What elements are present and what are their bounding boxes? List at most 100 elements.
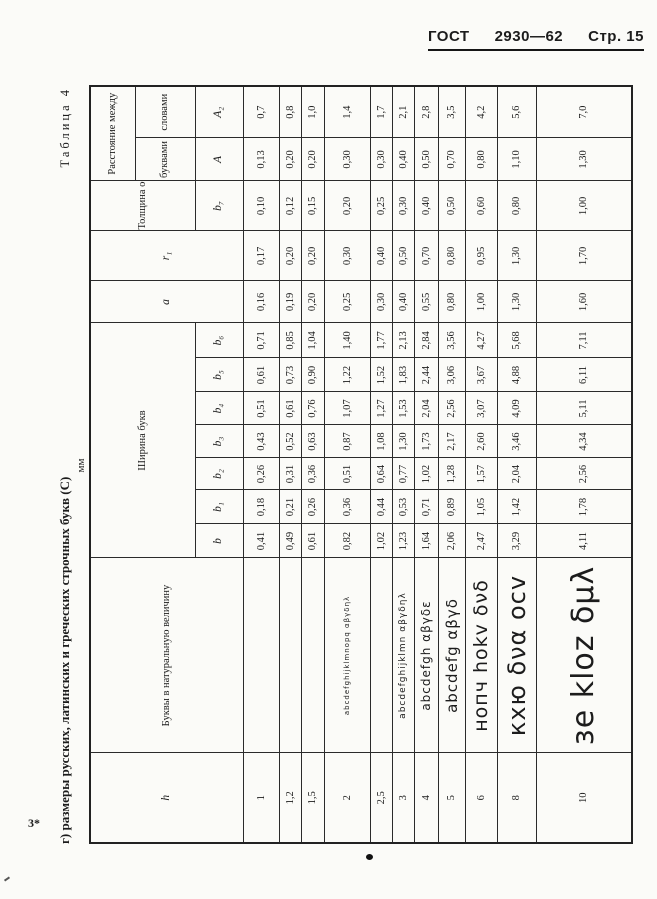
cell-value: 0,52: [279, 425, 301, 458]
cell-value: 0,40: [392, 280, 414, 323]
cell-value: 0,89: [438, 490, 465, 524]
cell-value: 3,56: [438, 322, 465, 358]
cell-value: 1,30: [497, 230, 536, 281]
cell-value: 0,8: [279, 85, 301, 138]
cell-value: 2,04: [414, 392, 438, 425]
cell-value: 0,71: [414, 490, 438, 524]
cell-value: 2,60: [465, 425, 497, 458]
cell-value: 0,17: [243, 230, 279, 281]
cell-value: 0,15: [301, 180, 324, 231]
cell-value: 1,78: [536, 490, 632, 524]
cell-value: 1,7: [370, 85, 392, 138]
cell-value: 0,80: [438, 280, 465, 323]
caption-row: г) размеры русских, латинских и гречески…: [57, 87, 73, 844]
cell-value: 1,07: [324, 392, 370, 425]
cell-value: 0,61: [243, 358, 279, 392]
cell-value: 2,8: [414, 85, 438, 138]
cell-value: 1,05: [465, 490, 497, 524]
cell-value: 2,84: [414, 322, 438, 358]
cell-value: 0,40: [414, 180, 438, 231]
cell-value: 0,25: [370, 180, 392, 231]
col-sub-b4: b₄: [195, 392, 243, 425]
cell-h: 1,5: [301, 753, 324, 843]
cell-value: 1,70: [536, 230, 632, 281]
cell-value: 1,30: [536, 137, 632, 181]
cell-value: 2,06: [438, 524, 465, 558]
cell-value: 3,06: [438, 358, 465, 392]
cell-value: 1,57: [465, 458, 497, 490]
cell-value: 0,53: [392, 490, 414, 524]
col-sub-b2: b₂: [195, 458, 243, 490]
cell-value: 3,67: [465, 358, 497, 392]
page-header: ГОСТ 2930—62 Стр. 15: [428, 28, 644, 51]
cell-value: 0,31: [279, 458, 301, 490]
cell-value: 0,30: [392, 180, 414, 231]
signature-mark: 3*: [28, 816, 40, 830]
cell-value: 0,76: [301, 392, 324, 425]
cell-value: 1,28: [438, 458, 465, 490]
cell-value: 1,42: [497, 490, 536, 524]
cell-value: 6,11: [536, 358, 632, 392]
cell-value: 0,40: [392, 137, 414, 181]
col-sub-A: A: [195, 137, 243, 181]
cell-value: 5,68: [497, 322, 536, 358]
col-sub-A2: A₂: [195, 85, 243, 138]
col-header-spacing-letters: буквами: [135, 137, 195, 181]
standard-number: 2930—62: [494, 28, 564, 45]
cell-h: 2,5: [370, 753, 392, 843]
cell-value: 1,53: [392, 392, 414, 425]
table-row: 1,5 0,61 0,26 0,36 0,63 0,76 0,90 1,04 0,20 0,20 0…: [301, 85, 324, 843]
cell-value: 0,70: [414, 230, 438, 281]
cell-letter-sample: abcdefghijklmn αβγδηλ: [392, 558, 414, 753]
col-group-thickness: Толщина обводки: [90, 180, 195, 231]
gost-label: ГОСТ: [428, 28, 470, 45]
cell-value: 0,30: [324, 137, 370, 181]
cell-value: 2,56: [536, 458, 632, 490]
table-row: 4 abcdefgh αβγδε 1,64 0,71 1,02 1,73 2,04 2,44 2…: [414, 85, 438, 843]
cell-value: 0,25: [324, 280, 370, 323]
cell-value: 4,11: [536, 524, 632, 558]
cell-value: 0,82: [324, 524, 370, 558]
col-header-letters: Буквы в натуральную величину: [90, 558, 243, 753]
cell-value: 0,21: [279, 490, 301, 524]
cell-value: 0,20: [279, 230, 301, 281]
cell-value: 0,20: [301, 137, 324, 181]
cell-value: 0,73: [279, 358, 301, 392]
cell-value: 1,64: [414, 524, 438, 558]
cell-h: 6: [465, 753, 497, 843]
col-header-a: a: [90, 280, 243, 323]
cell-value: 7,0: [536, 85, 632, 138]
cell-value: 0,10: [243, 180, 279, 231]
cell-value: 1,30: [497, 280, 536, 323]
rotated-table-area: г) размеры русских, латинских и гречески…: [57, 52, 647, 844]
cell-letter-sample: [301, 558, 324, 753]
cell-value: 3,29: [497, 524, 536, 558]
cell-value: 0,43: [243, 425, 279, 458]
cell-letter-sample: abcdefghijklmnopq αβγδηλ: [324, 558, 370, 753]
cell-value: 1,77: [370, 322, 392, 358]
cell-h: 4: [414, 753, 438, 843]
cell-value: 0,50: [438, 180, 465, 231]
cell-letter-sample: [370, 558, 392, 753]
table-number-label: Таблица 4: [58, 87, 72, 168]
cell-value: 0,26: [243, 458, 279, 490]
col-header-r1: r₁: [90, 230, 243, 281]
cell-value: 1,02: [370, 524, 392, 558]
cell-value: 0,51: [243, 392, 279, 425]
scan-artifact-mark: [3, 876, 11, 882]
col-sub-b7: b₇: [195, 180, 243, 231]
col-sub-b6: b₆: [195, 322, 243, 358]
cell-h: 1: [243, 753, 279, 843]
table-row: 3 abcdefghijklmn αβγδηλ 1,23 0,53 0,77 1,30 1,…: [392, 85, 414, 843]
table-row: 2,5 1,02 0,44 0,64 1,08 1,27 1,52 1,77 0,30 0,40 0…: [370, 85, 392, 843]
cell-value: 0,60: [465, 180, 497, 231]
cell-value: 0,80: [497, 180, 536, 231]
cell-value: 0,12: [279, 180, 301, 231]
cell-value: 1,04: [301, 322, 324, 358]
cell-value: 1,27: [370, 392, 392, 425]
cell-value: 2,1: [392, 85, 414, 138]
cell-letter-sample: [243, 558, 279, 753]
cell-value: 1,0: [301, 85, 324, 138]
cell-value: 1,23: [392, 524, 414, 558]
cell-value: 0,20: [279, 137, 301, 181]
